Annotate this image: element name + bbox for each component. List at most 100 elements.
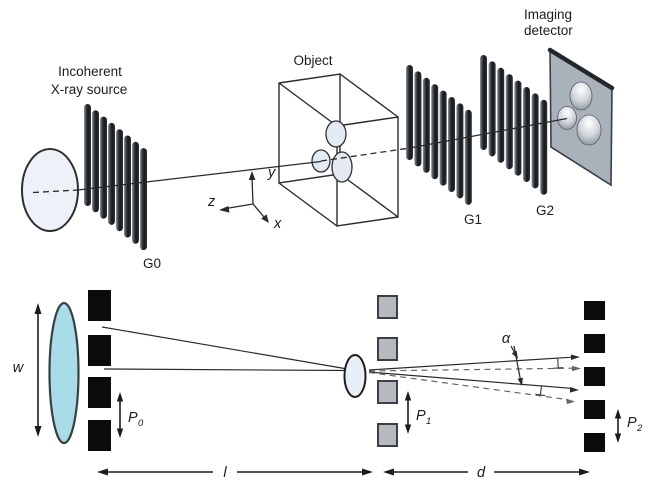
outgoing-rays	[368, 354, 581, 405]
width-label: w	[13, 360, 25, 376]
ray-arrowhead-icon	[566, 398, 575, 405]
grating-bar	[540, 99, 548, 195]
detector-feature-sphere	[557, 106, 577, 130]
inclusion-sphere	[331, 151, 353, 183]
g0-grating-schematic	[88, 290, 111, 451]
detector-feature-sphere	[569, 81, 593, 111]
ray-arrowhead-icon	[570, 387, 579, 393]
grating-bar	[140, 148, 147, 251]
alpha-label: α	[502, 331, 511, 347]
distance-d-label: d	[477, 465, 486, 481]
offset-tick-bottom	[535, 384, 546, 397]
g2-grating-schematic	[584, 301, 605, 452]
grating-segment	[377, 337, 398, 361]
g0-label: G0	[143, 256, 161, 271]
xray-source-ellipse	[21, 148, 79, 232]
grating-bar	[448, 97, 455, 192]
grating-segment	[88, 290, 111, 321]
grating-segment	[377, 380, 398, 404]
axis-y-label: y	[267, 165, 276, 181]
g1-label: G1	[464, 212, 482, 227]
source-width-arrow	[34, 303, 42, 437]
object-box-wireframe	[278, 73, 399, 227]
ray-arrowhead-icon	[571, 354, 580, 360]
imaging-detector	[547, 47, 615, 187]
p2-subscript: 2	[636, 423, 643, 434]
grating-segment	[584, 334, 605, 353]
p2-period-arrow	[614, 409, 622, 443]
distance-d-arrow	[383, 468, 590, 476]
ray-arrowhead-icon	[572, 365, 581, 372]
offset-tick-top	[553, 357, 564, 369]
object-inclusions	[311, 120, 353, 183]
p1-period-arrow	[404, 391, 412, 434]
grating-segment	[584, 367, 605, 386]
grating-bar	[431, 84, 439, 180]
axis-x-arrowhead-icon	[261, 214, 269, 223]
grating-bar	[92, 110, 99, 213]
grating-bar	[464, 109, 472, 205]
source-focal-spot	[48, 301, 80, 445]
grating-segment	[88, 377, 111, 408]
grating-bar	[124, 135, 131, 238]
axis-y-arrowhead-icon	[248, 171, 256, 180]
grating-bar	[439, 90, 447, 186]
grating-bar	[100, 116, 107, 219]
coordinate-axes: y z x	[207, 165, 282, 232]
grating-bar	[523, 87, 530, 182]
distance-l-arrow	[97, 468, 373, 476]
alpha-annotation	[510, 345, 523, 386]
grating-bar	[488, 61, 496, 157]
detector-feature-sphere	[576, 114, 602, 146]
grating-segment	[88, 420, 111, 451]
grating-segment	[377, 423, 398, 447]
detector-top-edge	[547, 47, 615, 91]
p2-label: P	[627, 415, 637, 431]
bottom-panel-schematic: w P 0	[13, 290, 643, 481]
grating-segment	[584, 400, 605, 419]
grating-bar	[480, 55, 487, 150]
grating-bar	[108, 122, 115, 225]
p1-subscript: 1	[426, 416, 431, 427]
source-label-line1: Incoherent	[58, 64, 122, 79]
detector-label-line2: detector	[524, 23, 573, 38]
grating-bar	[84, 104, 91, 206]
grating-bar	[456, 103, 464, 199]
object-label: Object	[293, 53, 332, 68]
p0-subscript: 0	[138, 418, 144, 429]
p0-period-arrow	[116, 392, 124, 438]
distance-l-label: l	[223, 465, 227, 481]
grating-segment	[584, 301, 605, 320]
p0-label: P	[128, 410, 138, 426]
grating-bar	[414, 71, 422, 167]
p1-label: P	[416, 408, 426, 424]
grating-bar	[497, 67, 505, 163]
sample-ellipse	[343, 354, 367, 398]
grating-bar	[531, 93, 539, 189]
inclusion-sphere	[325, 120, 347, 148]
axis-x-label: x	[273, 216, 282, 232]
top-panel-3d-view: Incoherent X-ray source G0 y z x	[21, 7, 615, 271]
grating-bar	[406, 65, 413, 160]
source-label-line2: X-ray source	[51, 82, 128, 97]
g0-grating	[84, 104, 147, 251]
grating-segment	[88, 335, 111, 366]
alpha-arrowhead-icon	[517, 377, 523, 386]
incoming-rays	[101, 326, 366, 374]
grating-bar	[505, 74, 513, 170]
axis-z-label: z	[207, 194, 216, 210]
axis-z-arrowhead-icon	[219, 206, 230, 213]
g1-grating	[406, 65, 472, 205]
grating-bar	[422, 77, 430, 173]
g1-grating-schematic	[377, 295, 398, 447]
g2-label: G2	[536, 203, 554, 218]
detector-label-line1: Imaging	[524, 7, 572, 22]
grating-segment	[377, 295, 398, 319]
grating-bar	[116, 129, 123, 232]
optical-axis-beam	[32, 117, 568, 194]
grating-bar	[132, 141, 139, 244]
g2-grating	[480, 55, 548, 195]
grating-segment	[584, 433, 605, 452]
